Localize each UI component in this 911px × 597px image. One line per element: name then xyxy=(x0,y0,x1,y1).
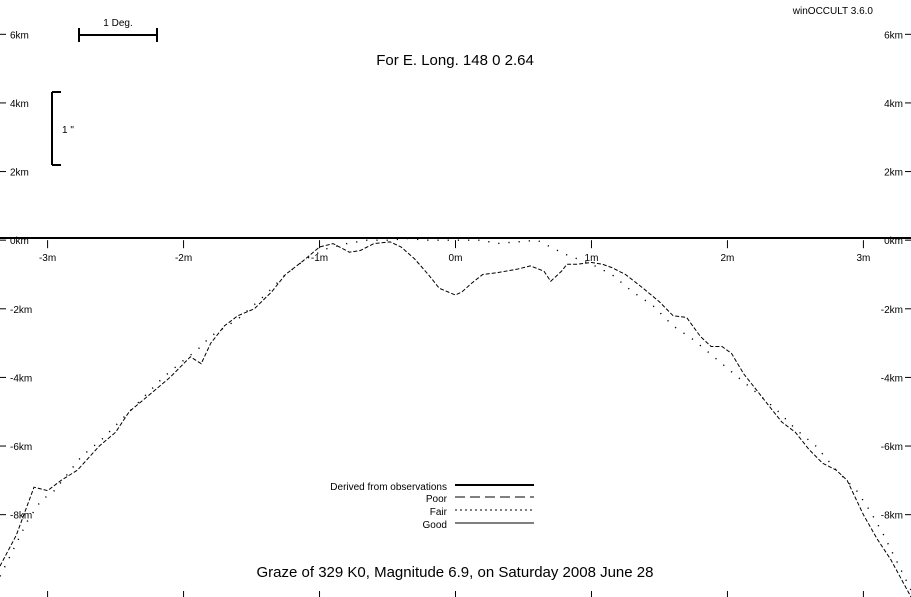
y-tick-label-right: -2km xyxy=(881,305,903,316)
y-tick-label-left: -4km xyxy=(10,373,32,384)
x-tick-label: 1m xyxy=(585,253,599,264)
version-label: winOCCULT 3.6.0 xyxy=(792,6,874,17)
y-tick-label-right: 4km xyxy=(884,99,903,110)
y-tick-label-left: -6km xyxy=(10,442,32,453)
legend-label-poor: Poor xyxy=(426,494,448,505)
y-tick-label-left: 6km xyxy=(10,30,29,41)
y-tick-label-left: 0km xyxy=(10,236,29,247)
degree-scale-label: 1 Deg. xyxy=(103,18,132,29)
y-tick-label-left: 2km xyxy=(10,168,29,179)
legend-label-fair: Fair xyxy=(430,507,448,518)
series-line-fair xyxy=(0,237,911,591)
degree-scale-bar: 1 Deg. xyxy=(78,18,158,42)
y-tick-label-right: -4km xyxy=(881,373,903,384)
x-tick-label: -1m xyxy=(311,253,328,264)
y-tick-label-right: 0km xyxy=(884,236,903,247)
x-tick-label: 2m xyxy=(720,253,734,264)
y-tick-label-right: 2km xyxy=(884,168,903,179)
legend-label-derived: Derived from observations xyxy=(330,482,447,493)
chart-series xyxy=(0,237,911,597)
graze-footer-text: Graze of 329 K0, Magnitude 6.9, on Satur… xyxy=(257,564,654,581)
x-tick-label: 0m xyxy=(449,253,463,264)
series-line-poor xyxy=(0,241,911,597)
chart-title: For E. Long. 148 0 2.64 xyxy=(376,52,534,69)
x-tick-label: -2m xyxy=(175,253,192,264)
arcsec-scale-label: 1 " xyxy=(62,125,74,136)
y-tick-label-left: -2km xyxy=(10,305,32,316)
y-tick-label-right: -8km xyxy=(881,511,903,522)
chart-axes: -3m -2m -1m 0m 1m 2m 3m 6km 6km 4km 4km 2km 2km 0km 0k… xyxy=(0,30,911,597)
y-tick-label-right: -6km xyxy=(881,442,903,453)
legend: Derived from observations Poor Fair Good xyxy=(330,482,534,531)
y-tick-label-left: -8km xyxy=(10,511,32,522)
arcsec-scale-bar: 1 " xyxy=(51,91,74,166)
y-tick-label-left: 4km xyxy=(10,99,29,110)
x-tick-label: -3m xyxy=(39,253,56,264)
x-tick-label: 3m xyxy=(856,253,870,264)
legend-label-good: Good xyxy=(423,520,447,531)
y-tick-label-right: 6km xyxy=(884,30,903,41)
